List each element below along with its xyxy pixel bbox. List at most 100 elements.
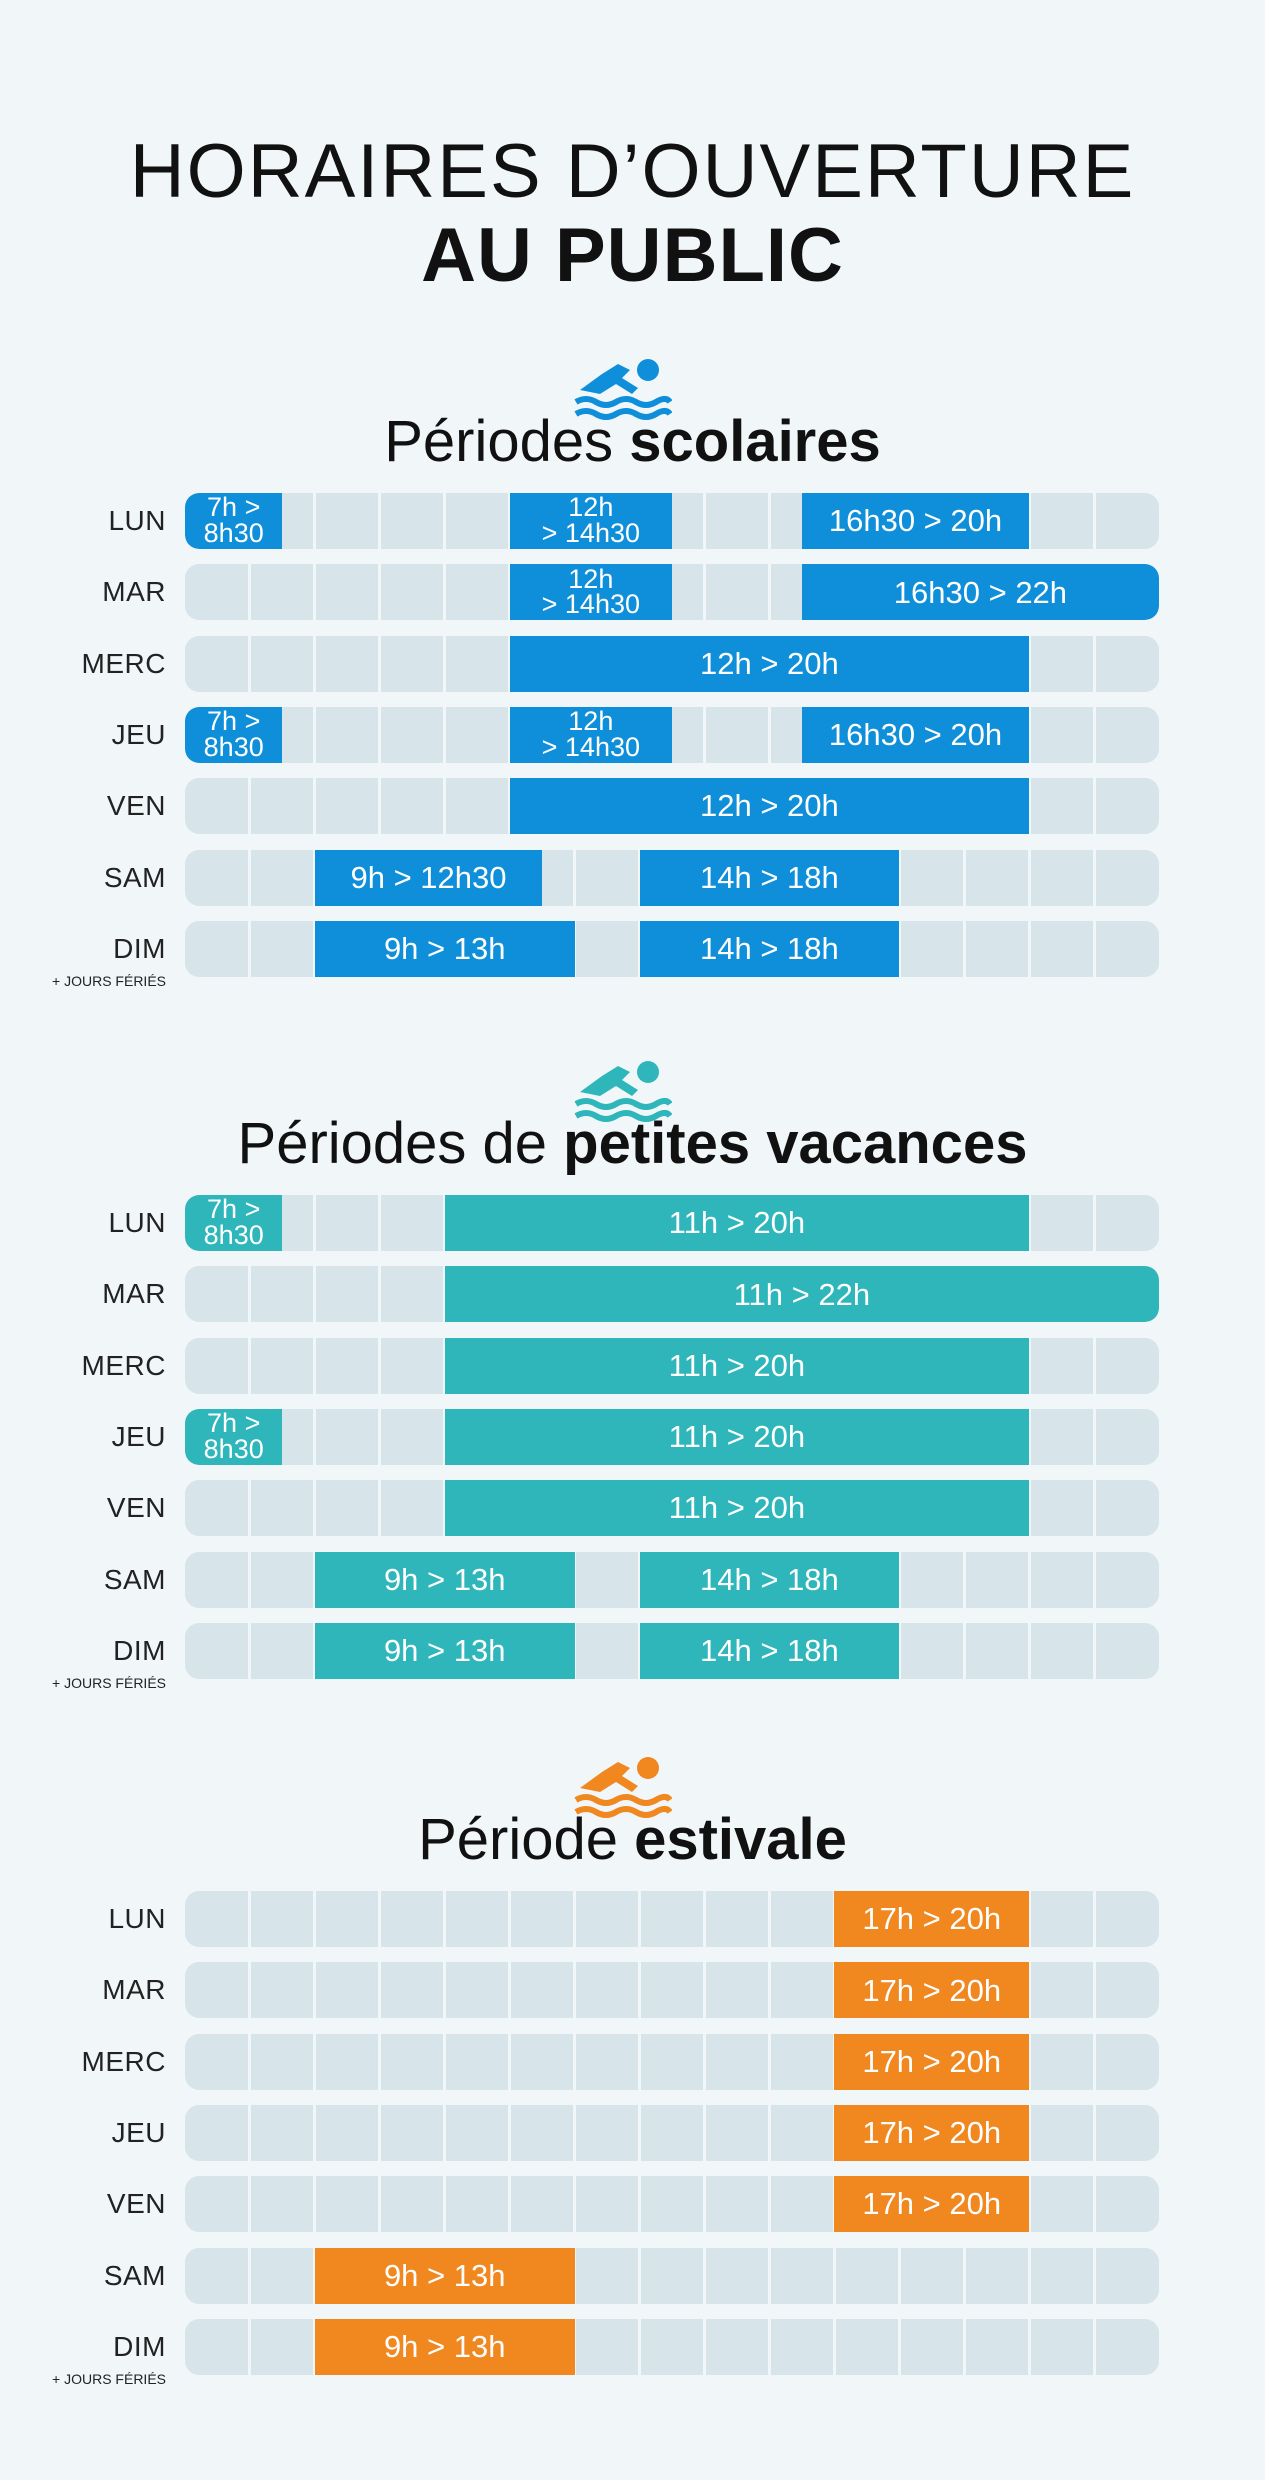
hour-divider bbox=[378, 1408, 382, 1465]
section-title-bold: scolaires bbox=[629, 409, 881, 474]
time-block: 9h > 13h bbox=[314, 920, 575, 977]
hour-divider bbox=[443, 2033, 447, 2090]
day-label: JEU bbox=[111, 718, 166, 750]
hour-divider bbox=[1092, 2318, 1096, 2375]
section-title-bold: estivale bbox=[634, 1807, 847, 1872]
time-track: 17h > 20h bbox=[185, 1962, 1159, 2019]
hour-divider bbox=[313, 2104, 317, 2161]
hour-divider bbox=[248, 1266, 252, 1323]
hour-divider bbox=[897, 2247, 901, 2304]
hour-divider bbox=[248, 635, 252, 692]
time-block: 12h > 14h30 bbox=[509, 564, 672, 621]
hour-divider bbox=[508, 1891, 512, 1947]
day-label: VEN bbox=[106, 790, 166, 822]
hour-divider bbox=[248, 2033, 252, 2090]
hour-divider bbox=[1027, 2247, 1031, 2304]
hour-divider bbox=[248, 2104, 252, 2161]
day-label: SAM bbox=[103, 1563, 166, 1595]
hour-divider bbox=[1027, 1622, 1031, 1679]
section-title-bold: petites vacances bbox=[563, 1111, 1028, 1176]
hour-divider bbox=[313, 706, 317, 763]
time-block: 7h >8h30 bbox=[185, 493, 283, 549]
swimmer-icon bbox=[574, 1757, 672, 1818]
hour-divider bbox=[573, 2247, 577, 2304]
hour-divider bbox=[313, 1962, 317, 2019]
day-row: JEU 17h > 20h bbox=[0, 2104, 1265, 2161]
hour-divider bbox=[1027, 1480, 1031, 1537]
hour-divider bbox=[1092, 1622, 1096, 1679]
time-track: 9h > 12h30 14h > 18h bbox=[185, 849, 1159, 906]
holiday-note: + JOURS FÉRIÉS bbox=[52, 1674, 166, 1691]
time-block: 11h > 20h bbox=[444, 1195, 1030, 1251]
hour-divider bbox=[443, 1962, 447, 2019]
day-label: DIM bbox=[113, 2330, 166, 2362]
time-track: 9h > 13h bbox=[185, 2318, 1159, 2375]
day-label: JEU bbox=[111, 2116, 166, 2148]
time-block: 9h > 13h bbox=[314, 1551, 575, 1608]
time-block: 17h > 20h bbox=[834, 2104, 1030, 2161]
time-track: 7h >8h30 12h > 14h30 16h30 > 20h bbox=[185, 493, 1159, 549]
time-block: 12h > 20h bbox=[509, 778, 1030, 835]
hour-divider bbox=[1027, 2176, 1031, 2233]
hour-divider bbox=[702, 2033, 706, 2090]
hour-divider bbox=[1092, 778, 1096, 835]
day-row: DIM + JOURS FÉRIÉS 9h > 13h 14h > 18h bbox=[0, 920, 1265, 989]
time-block-label: 12h > 14h30 bbox=[541, 564, 640, 620]
holiday-note: + JOURS FÉRIÉS bbox=[52, 2370, 166, 2387]
hour-divider bbox=[638, 2247, 642, 2304]
hour-divider bbox=[573, 2318, 577, 2375]
hour-divider bbox=[248, 2318, 252, 2375]
day-label: MERC bbox=[81, 2045, 166, 2077]
section-title-prefix: Périodes bbox=[384, 409, 630, 474]
hour-divider bbox=[897, 849, 901, 906]
hour-divider bbox=[573, 1622, 577, 1679]
hour-divider bbox=[313, 1266, 317, 1323]
time-block-label: 7h >8h30 bbox=[203, 706, 264, 762]
hour-divider bbox=[1092, 635, 1096, 692]
hour-divider bbox=[962, 849, 966, 906]
hour-divider bbox=[1092, 2176, 1096, 2233]
time-track: 12h > 20h bbox=[185, 635, 1159, 692]
time-block: 14h > 18h bbox=[639, 1622, 900, 1679]
day-row: JEU 7h >8h30 11h > 20h bbox=[0, 1408, 1265, 1465]
hour-divider bbox=[378, 2104, 382, 2161]
hour-divider bbox=[767, 493, 771, 549]
time-block: 7h >8h30 bbox=[185, 1195, 283, 1251]
hour-divider bbox=[508, 2176, 512, 2233]
hour-divider bbox=[443, 778, 447, 835]
hour-divider bbox=[1027, 1408, 1031, 1465]
hour-divider bbox=[313, 2176, 317, 2233]
hour-divider bbox=[1092, 493, 1096, 549]
hour-divider bbox=[573, 920, 577, 977]
hour-divider bbox=[1092, 920, 1096, 977]
hour-divider bbox=[767, 706, 771, 763]
section-title-prefix: Période bbox=[418, 1807, 635, 1872]
hour-divider bbox=[638, 2104, 642, 2161]
hour-divider bbox=[248, 1891, 252, 1947]
hour-divider bbox=[1027, 2318, 1031, 2375]
hour-divider bbox=[638, 2318, 642, 2375]
hour-divider bbox=[378, 2033, 382, 2090]
day-row: VEN 11h > 20h bbox=[0, 1480, 1265, 1537]
day-label: MERC bbox=[81, 1349, 166, 1381]
day-row: DIM + JOURS FÉRIÉS 9h > 13h 14h > 18h bbox=[0, 1622, 1265, 1691]
hour-divider bbox=[378, 1891, 382, 1947]
time-block: 14h > 18h bbox=[639, 849, 900, 906]
hour-divider bbox=[702, 1962, 706, 2019]
hour-divider bbox=[443, 635, 447, 692]
hour-divider bbox=[313, 2033, 317, 2090]
hour-divider bbox=[1092, 2247, 1096, 2304]
time-track: 9h > 13h bbox=[185, 2247, 1159, 2304]
hour-divider bbox=[1092, 849, 1096, 906]
time-track: 17h > 20h bbox=[185, 2033, 1159, 2090]
hour-divider bbox=[573, 1962, 577, 2019]
hour-divider bbox=[1027, 849, 1031, 906]
day-label: SAM bbox=[103, 861, 166, 893]
section-title-prefix: Périodes de bbox=[237, 1111, 564, 1176]
time-track: 7h >8h30 11h > 20h bbox=[185, 1195, 1159, 1251]
hour-divider bbox=[248, 778, 252, 835]
hour-divider bbox=[702, 2247, 706, 2304]
hour-divider bbox=[638, 1891, 642, 1947]
swimmer-icon bbox=[574, 359, 672, 420]
time-track: 17h > 20h bbox=[185, 2176, 1159, 2233]
